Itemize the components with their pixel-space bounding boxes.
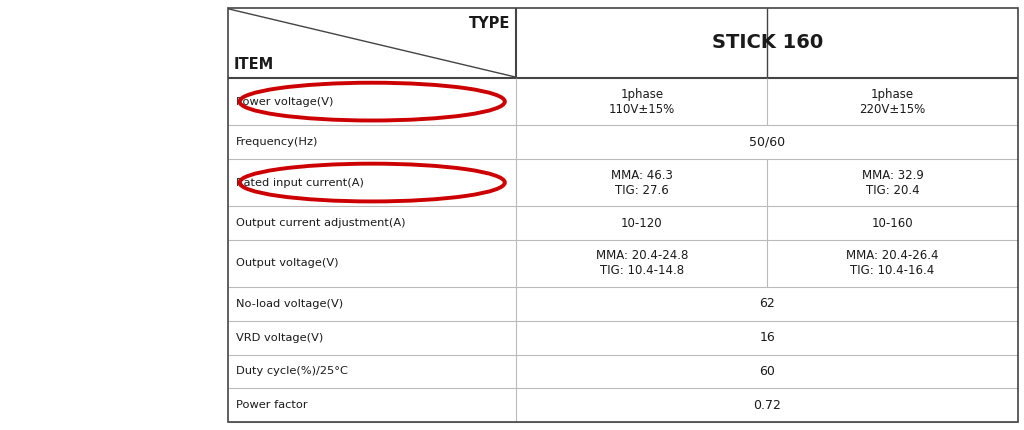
Text: MMA: 20.4-26.4
TIG: 10.4-16.4: MMA: 20.4-26.4 TIG: 10.4-16.4 (847, 249, 939, 277)
Text: 1phase
220V±15%: 1phase 220V±15% (859, 88, 926, 116)
Text: MMA: 46.3
TIG: 27.6: MMA: 46.3 TIG: 27.6 (611, 169, 673, 197)
Text: TYPE: TYPE (469, 16, 510, 31)
Text: ITEM: ITEM (234, 57, 274, 72)
Text: Rated input current(A): Rated input current(A) (236, 178, 364, 187)
Text: 10-160: 10-160 (871, 217, 913, 230)
Text: VRD voltage(V): VRD voltage(V) (236, 333, 324, 343)
Text: MMA: 20.4-24.8
TIG: 10.4-14.8: MMA: 20.4-24.8 TIG: 10.4-14.8 (596, 249, 688, 277)
Bar (228, 8, 1018, 422)
Text: Power factor: Power factor (236, 400, 307, 410)
Text: No-load voltage(V): No-load voltage(V) (236, 299, 343, 309)
Text: Output current adjustment(A): Output current adjustment(A) (236, 218, 406, 228)
Text: 1phase
110V±15%: 1phase 110V±15% (608, 88, 675, 116)
Text: 62: 62 (760, 298, 775, 310)
Text: 10-120: 10-120 (621, 217, 663, 230)
Text: 50/60: 50/60 (750, 135, 785, 149)
Text: Power voltage(V): Power voltage(V) (236, 97, 334, 107)
Text: Frequency(Hz): Frequency(Hz) (236, 137, 318, 147)
Text: Output voltage(V): Output voltage(V) (236, 258, 339, 268)
Text: STICK 160: STICK 160 (712, 34, 823, 52)
Text: MMA: 32.9
TIG: 20.4: MMA: 32.9 TIG: 20.4 (861, 169, 924, 197)
Text: 0.72: 0.72 (754, 399, 781, 412)
Text: Duty cycle(%)/25°C: Duty cycle(%)/25°C (236, 366, 348, 376)
Text: 60: 60 (759, 365, 775, 378)
Text: 16: 16 (760, 331, 775, 344)
